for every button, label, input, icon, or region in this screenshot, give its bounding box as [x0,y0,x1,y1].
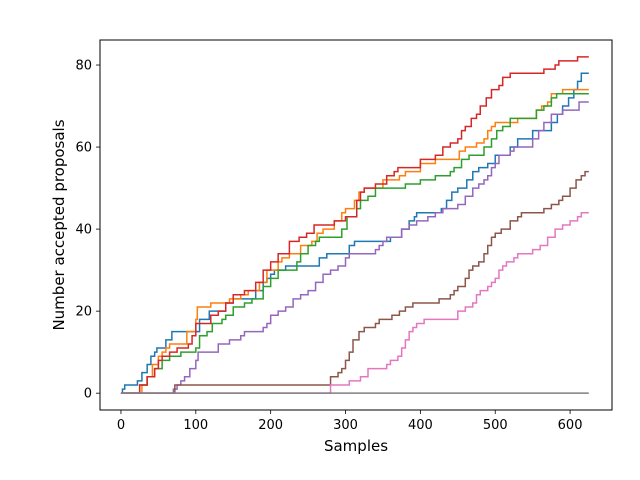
x-tick-label: 300 [333,418,358,433]
y-tick-label: 60 [75,141,92,156]
y-axis: 0 20 40 60 80 [75,59,100,402]
series-line-6 [120,170,589,394]
x-tick-label: 0 [117,418,125,433]
y-tick-label: 40 [75,223,92,238]
x-axis: 0 100 200 300 400 500 600 [117,410,583,433]
series-layer [120,56,589,394]
x-tick-label: 200 [258,418,283,433]
y-tick-label: 80 [75,59,92,74]
plot-frame [99,39,613,411]
y-axis-title: Number accepted proposals [50,119,68,330]
x-tick-label: 600 [558,418,583,433]
x-tick-label: 500 [483,418,508,433]
series-line-4 [120,56,589,394]
x-tick-label: 100 [183,418,208,433]
series-line-5 [120,101,589,394]
y-tick-label: 20 [75,305,92,320]
y-tick-label: 0 [84,387,92,402]
x-tick-label: 400 [408,418,433,433]
series-line-7 [120,211,589,394]
series-line-1 [120,72,589,394]
x-axis-title: Samples [324,437,388,455]
series-line-3 [120,92,589,394]
